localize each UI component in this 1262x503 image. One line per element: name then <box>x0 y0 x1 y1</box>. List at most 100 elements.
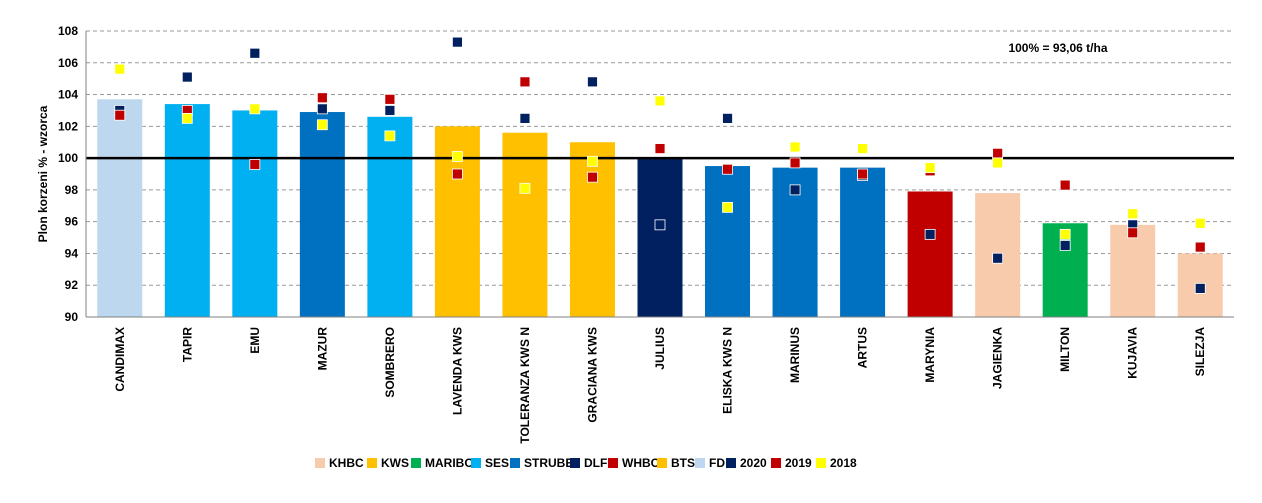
marker-2018 <box>1194 217 1206 229</box>
legend-label: SES <box>485 456 509 470</box>
marker-2020 <box>181 71 193 83</box>
x-tick-label: EMU <box>248 327 262 354</box>
marker-2019 <box>249 159 261 170</box>
x-tick-label: SILEZJA <box>1193 327 1207 377</box>
legend-swatch <box>771 458 781 468</box>
legend-swatch <box>315 458 325 468</box>
y-axis-title: Plon korzeni % - wzorca <box>36 105 50 242</box>
legend-label: 2018 <box>830 456 857 470</box>
marker-2019 <box>722 163 733 175</box>
axis-layer: 90 92 94 96 98 100 102 104 106 108 Plon korzeni % … <box>36 24 1234 444</box>
marker-2019 <box>1194 241 1206 253</box>
marker-2019 <box>587 171 598 183</box>
marker-2020 <box>519 112 531 124</box>
legend-swatch <box>570 458 580 468</box>
marker-2020 <box>992 252 1004 264</box>
legend-swatch <box>510 458 520 468</box>
annotation-text: 100% = 93,06 t/ha <box>1008 41 1107 55</box>
marker-2018 <box>722 201 733 213</box>
legend-swatch <box>608 458 618 468</box>
bar <box>705 166 751 317</box>
marker-2020 <box>316 103 328 115</box>
x-tick-label: LAVENDA KWS <box>450 327 464 415</box>
marker-2018 <box>789 141 801 153</box>
marker-2019 <box>1059 179 1071 191</box>
y-tick-label: 94 <box>65 246 79 260</box>
y-tick-label: 96 <box>65 215 79 229</box>
bar <box>299 112 345 318</box>
bar <box>502 132 548 317</box>
x-tick-label: ARTUS <box>856 327 870 368</box>
marker-2020 <box>587 76 598 88</box>
legend-label: KHBC <box>329 456 364 470</box>
legend: KHBC KWS MARIBO SES STRUBE DLF WHBC BTS FD 2020 20… <box>315 456 857 470</box>
x-tick-label: TAPIR <box>180 327 194 362</box>
y-tick-label: 102 <box>58 119 78 133</box>
legend-swatch <box>367 458 377 468</box>
x-tick-label: MARINUS <box>788 327 802 383</box>
marker-2018 <box>857 143 868 154</box>
marker-2018 <box>249 103 261 115</box>
marker-2018 <box>519 182 531 194</box>
legend-label: FD <box>709 456 725 470</box>
y-tick-label: 100 <box>58 151 78 165</box>
marker-2019 <box>114 109 126 121</box>
legend-swatch <box>695 458 705 468</box>
marker-2018 <box>992 157 1004 169</box>
marker-2018 <box>114 63 126 75</box>
marker-2019 <box>654 143 666 154</box>
legend-label: DLF <box>584 456 607 470</box>
y-tick-label: 108 <box>58 24 78 38</box>
bar-layer <box>97 99 1223 318</box>
bar <box>232 110 278 317</box>
legend-swatch <box>726 458 736 468</box>
marker-2020 <box>789 184 801 196</box>
marker-2020 <box>654 219 666 231</box>
marker-2020 <box>924 228 936 240</box>
x-tick-label: JAGIENKA <box>991 327 1005 389</box>
marker-2018 <box>587 155 598 167</box>
bar <box>97 99 143 317</box>
y-tick-label: 106 <box>58 56 78 70</box>
bar <box>907 191 953 317</box>
x-tick-label: SOMBRERO <box>383 327 397 398</box>
marker-2019 <box>316 92 328 104</box>
marker-2020 <box>1059 240 1071 251</box>
x-tick-label: MILTON <box>1058 327 1072 372</box>
x-tick-label: CANDIMAX <box>113 327 127 392</box>
x-tick-label: MAZUR <box>315 327 329 371</box>
marker-2020 <box>1194 282 1206 294</box>
marker-2018 <box>654 95 666 107</box>
marker-2018 <box>1127 208 1139 220</box>
marker-2020 <box>722 112 733 124</box>
marker-2019 <box>857 168 868 180</box>
legend-label: WHBC <box>622 456 660 470</box>
marker-2018 <box>316 119 328 131</box>
legend-label: STRUBE <box>524 456 573 470</box>
marker-2019 <box>1127 227 1139 239</box>
y-tick-label: 92 <box>65 278 79 292</box>
marker-layer <box>114 36 1206 294</box>
marker-2018 <box>452 151 463 162</box>
marker-2020 <box>384 105 396 116</box>
x-tick-label: MARYNIA <box>923 327 937 383</box>
marker-2020 <box>452 36 463 48</box>
x-tick-label: JULIUS <box>653 327 667 370</box>
y-tick-label: 90 <box>65 310 79 324</box>
legend-label: BTS <box>671 456 695 470</box>
x-tick-label: KUJAVIA <box>1126 327 1140 379</box>
marker-2018 <box>181 112 193 124</box>
legend-swatch <box>471 458 481 468</box>
marker-2019 <box>452 168 463 180</box>
y-tick-label: 98 <box>65 183 79 197</box>
marker-2019 <box>789 157 801 169</box>
bar <box>840 167 886 317</box>
bar <box>367 116 413 317</box>
bar <box>637 158 683 317</box>
legend-swatch <box>816 458 826 468</box>
x-tick-label: TOLERANZA KWS N <box>518 327 532 444</box>
marker-2018 <box>384 130 396 142</box>
marker-2020 <box>249 47 261 59</box>
x-tick-label: GRACIANA KWS <box>585 327 599 423</box>
